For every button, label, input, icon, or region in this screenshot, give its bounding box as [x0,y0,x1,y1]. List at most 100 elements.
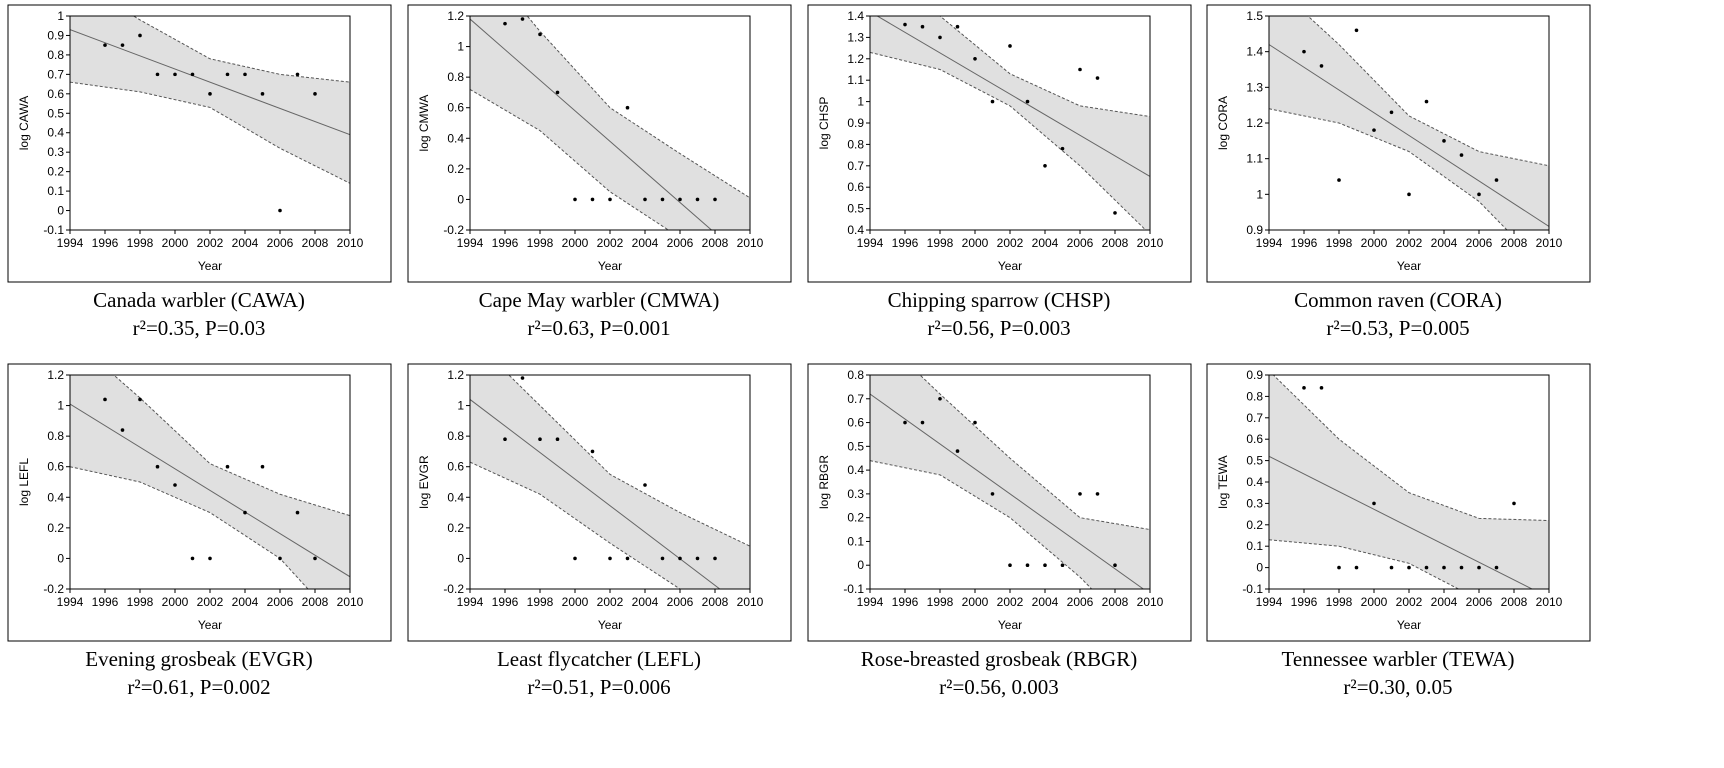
panel-title: Least flycatcher (LEFL) [497,647,701,671]
y-axis-label: log CHSP [817,97,831,150]
data-point [103,43,107,47]
x-tick-label: 1994 [857,236,884,250]
y-tick-label: 0.2 [1246,518,1263,532]
y-tick-label: 0.5 [47,106,64,120]
data-point [713,197,717,202]
data-point [573,556,577,561]
panel-frame [7,363,392,642]
x-tick-label: 2000 [162,236,189,250]
data-point [1025,563,1030,568]
panel-title: Evening grosbeak (EVGR) [85,647,312,671]
x-tick-label: 2006 [1067,236,1094,250]
y-tick-label: 1.4 [1246,45,1263,59]
y-tick-label: 0.3 [47,145,64,159]
panel-subtitle: r²=0.51, P=0.006 [527,675,670,699]
panel-subtitle: r²=0.30, 0.05 [1343,675,1452,699]
y-tick-label: 1.2 [847,52,864,66]
y-tick-label: 0 [457,192,464,206]
y-tick-label: 0.2 [447,521,464,535]
panel-frame [407,363,792,642]
plot-area [870,16,1150,230]
data-point [955,449,960,453]
confidence-band [1269,375,1549,589]
data-point [1302,49,1306,54]
y-tick-label: 0 [857,558,864,572]
y-tick-label: 1 [57,9,64,23]
x-tick-label: 2002 [597,595,624,609]
y-tick-label: 0.4 [447,490,464,504]
data-point [1095,76,1100,80]
data-point [278,556,282,561]
x-tick-label: 1994 [457,595,484,609]
panel-frame [1206,363,1591,642]
data-point [713,556,717,561]
data-point [1494,178,1499,182]
data-point [503,21,507,26]
x-tick-label: 2010 [337,595,364,609]
x-tick-label: 2010 [1137,595,1164,609]
y-tick-label: 0.4 [847,223,864,237]
panel-frame [807,4,1192,283]
panel: 0.9 1 1.1 1.2 1.3 1.4 1.5 1994 1996 1998 2000 2002 2… [1206,4,1591,340]
data-point [1337,565,1341,570]
data-point [190,556,195,561]
y-tick-label: 0.4 [1246,475,1263,489]
x-tick-label: 2010 [1137,236,1164,250]
band-upper [939,16,1150,118]
data-point [1113,211,1117,215]
y-tick-label: 0.6 [47,87,64,101]
y-tick-label: 0.6 [1246,432,1263,446]
data-point [678,197,682,202]
x-tick-label: 1996 [892,236,919,250]
x-tick-label: 2010 [337,236,364,250]
y-tick-label: 0.6 [447,101,464,115]
data-point [1424,99,1429,104]
panel: -0.1 0 0.1 0.2 0.3 0.4 0.5 0.6 0.7 0.8 1994 1996 199… [807,363,1192,699]
data-point [313,556,317,561]
x-tick-label: 2010 [737,595,764,609]
y-tick-label: 0.7 [847,392,864,406]
data-point [1477,192,1481,197]
data-point [1459,153,1464,157]
y-tick-label: 0.3 [1246,496,1263,510]
y-tick-label: 0.4 [447,131,464,145]
confidence-band [470,375,750,589]
data-point [938,396,942,401]
y-tick-label: 0.8 [847,137,864,151]
x-tick-label: 1996 [1291,236,1318,250]
x-tick-label: 1998 [527,595,554,609]
confidence-band [870,16,1150,230]
x-tick-label: 1998 [927,236,954,250]
data-point [1424,565,1429,570]
data-point [1302,386,1306,390]
panel-title: Cape May warbler (CMWA) [479,288,720,312]
data-point [503,437,507,442]
x-axis-label: Year [1397,259,1421,273]
x-tick-label: 2008 [1102,595,1129,609]
y-tick-label: 1 [457,399,464,413]
data-point [660,197,665,202]
y-tick-label: 0.2 [447,162,464,176]
y-tick-label: 0.7 [1246,411,1263,425]
x-tick-label: 2004 [632,236,659,250]
x-tick-label: 1998 [127,595,154,609]
panel-title: Canada warbler (CAWA) [93,288,305,312]
trend-line [876,16,1150,177]
trend-line [1269,455,1534,589]
y-tick-label: 0.1 [1246,539,1263,553]
y-tick-label: 1.4 [847,9,864,23]
y-tick-label: 0.7 [847,159,864,173]
data-point [138,33,142,38]
data-point [1095,492,1100,496]
x-tick-label: 1994 [857,595,884,609]
data-point [1407,565,1411,570]
y-tick-label: 1.1 [847,73,864,87]
trend-line [70,403,350,578]
x-tick-label: 1998 [127,236,154,250]
y-tick-label: 0.2 [847,511,864,525]
y-axis-label: log CAWA [17,96,31,150]
x-tick-label: 1998 [927,595,954,609]
data-point [1319,386,1324,390]
panel-frame [1206,4,1591,283]
y-tick-label: 0 [457,551,464,565]
